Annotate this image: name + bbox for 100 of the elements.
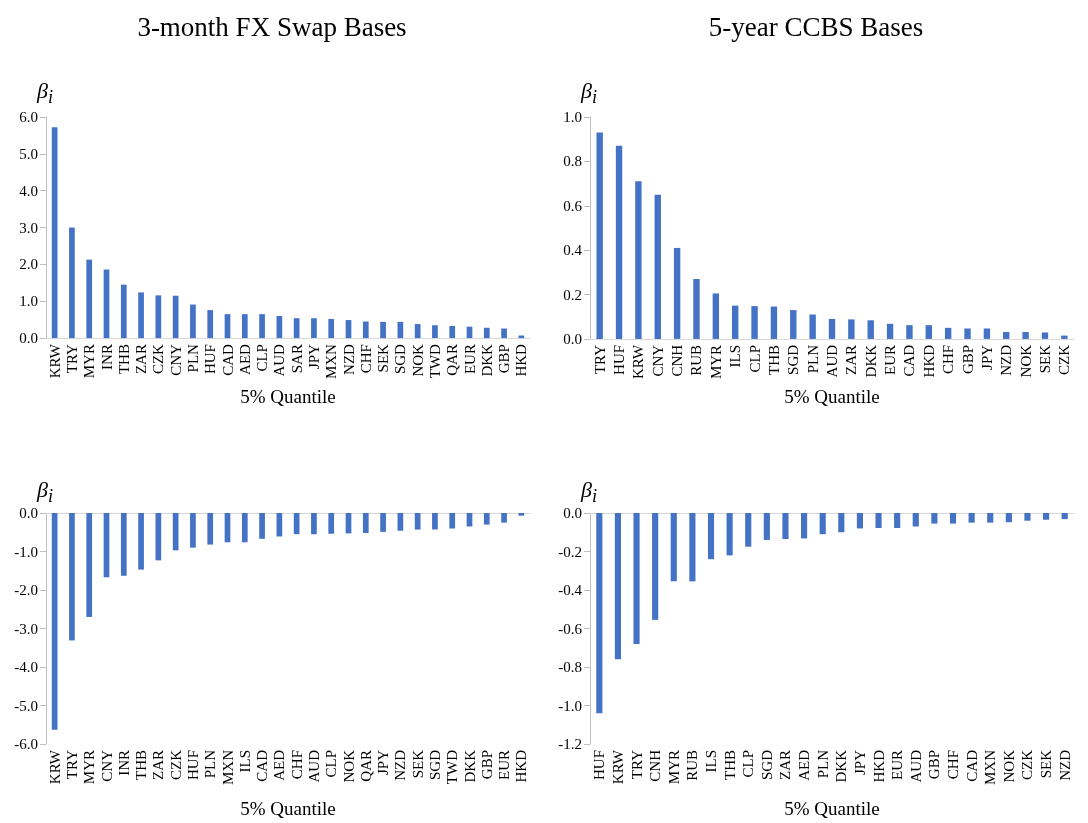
- x-tick-label: EUR: [889, 750, 906, 780]
- x-tick-label: CZK: [167, 749, 184, 780]
- x-tick-label: CLP: [740, 750, 757, 778]
- x-tick-label: SGD: [758, 749, 775, 781]
- x-tick-label: SGD: [426, 749, 443, 781]
- x-tick-label: KRW: [46, 343, 63, 379]
- x-tick-label: NOK: [1000, 749, 1017, 783]
- x-tick-label: CZK: [1019, 749, 1036, 780]
- y-tick-label: 0.8: [563, 153, 582, 170]
- x-tick-label: MYR: [707, 344, 724, 380]
- x-tick-label: GBP: [926, 750, 943, 780]
- x-tick-label: HKD: [870, 749, 887, 783]
- bar: [311, 318, 317, 339]
- bar: [712, 293, 720, 339]
- x-tick-label: CZK: [150, 343, 167, 375]
- y-tick-label: -4.0: [14, 659, 38, 675]
- bar: [596, 132, 603, 339]
- x-tick-label: TRY: [63, 343, 80, 374]
- bar: [886, 323, 894, 339]
- x-tick-label: JPY: [375, 749, 392, 776]
- x-tick-label: TWD: [444, 749, 461, 785]
- y-tick-label: 0.6: [563, 197, 583, 214]
- x-tick-label: THB: [115, 344, 132, 375]
- x-tick-label: KRW: [46, 749, 63, 785]
- y-tick-label: 1.0: [563, 109, 582, 125]
- x-tick-label: CNY: [98, 749, 115, 782]
- y-tick-label: -6.0: [14, 736, 38, 752]
- bar: [944, 327, 952, 339]
- y-axis-title: β$_{i}$: [581, 477, 598, 508]
- y-tick-label: -0.6: [558, 620, 583, 637]
- y-tick-label: 0.0: [563, 330, 582, 347]
- x-tick-label: PLN: [184, 343, 201, 373]
- bar: [501, 328, 507, 339]
- x-tick-label: DKK: [862, 344, 879, 378]
- x-tick-label: MYR: [81, 344, 98, 379]
- x-tick-label: QAR: [444, 344, 461, 376]
- x-tick-label: TRY: [628, 749, 645, 780]
- bar: [809, 314, 816, 339]
- bar: [732, 305, 739, 339]
- x-tick-label: CNY: [649, 344, 666, 377]
- x-tick-label: SAR: [288, 344, 305, 374]
- y-axis-title: β$_{i}$: [581, 78, 598, 109]
- x-tick-label: JPY: [305, 343, 322, 370]
- x-tick-label: GBP: [478, 750, 495, 780]
- x-tick-label: HUF: [202, 344, 219, 375]
- x-tick-label: CHF: [288, 750, 305, 780]
- x-tick-label: NZD: [998, 344, 1015, 376]
- y-tick-label: 6.0: [19, 109, 38, 125]
- x-tick-label: SGD: [785, 344, 802, 375]
- y-tick-label: 1.0: [19, 293, 38, 310]
- x-tick-label: AUD: [271, 343, 288, 377]
- x-axis-title: 5% Quantile: [784, 798, 880, 819]
- bar: [328, 318, 335, 339]
- x-tick-label: CLP: [254, 344, 271, 372]
- x-tick-label: HKD: [513, 749, 530, 783]
- bar: [483, 327, 490, 339]
- x-tick-label: CAD: [254, 749, 271, 782]
- x-tick-label: AUD: [907, 749, 924, 783]
- x-tick-label: TWD: [426, 343, 443, 379]
- y-tick-label: 5.0: [19, 145, 38, 162]
- x-tick-label: ZAR: [133, 344, 150, 375]
- x-tick-label: MYR: [81, 750, 98, 785]
- x-tick-label: KRW: [630, 344, 647, 380]
- x-tick-label: NOK: [409, 343, 426, 377]
- x-tick-label: AED: [271, 749, 288, 781]
- x-tick-label: AUD: [824, 344, 840, 378]
- x-tick-label: MXN: [323, 343, 340, 380]
- x-tick-label: CHF: [940, 344, 957, 375]
- x-tick-label: JPY: [978, 344, 995, 370]
- x-tick-label: CAD: [901, 344, 918, 377]
- x-tick-label: SGD: [392, 343, 409, 375]
- bar: [770, 306, 778, 339]
- y-tick-label: -0.8: [558, 659, 582, 675]
- bar: [190, 304, 196, 339]
- y-tick-label: 0.0: [19, 330, 38, 347]
- x-tick-label: PLN: [804, 344, 821, 374]
- x-tick-label: HKD: [920, 344, 937, 378]
- x-tick-label: CHF: [357, 344, 374, 374]
- y-tick-label: 4.0: [19, 182, 38, 199]
- bar: [790, 310, 797, 339]
- x-tick-label: NZD: [1056, 749, 1073, 781]
- x-tick-label: RUB: [684, 750, 701, 781]
- x-tick-label: GBP: [496, 344, 513, 374]
- bar: [86, 259, 93, 339]
- x-tick-label: QAR: [357, 750, 374, 782]
- bar: [120, 284, 127, 339]
- x-tick-label: JPY: [851, 749, 868, 776]
- x-axis-title: 5% Quantile: [240, 798, 336, 819]
- bar: [138, 292, 144, 339]
- y-axis-title: β$_{i}$: [37, 477, 54, 508]
- bar: [362, 321, 369, 339]
- x-tick-label: SEK: [1036, 344, 1053, 374]
- x-tick-label: NZD: [340, 343, 357, 375]
- x-tick-label: INR: [98, 344, 115, 370]
- y-tick-label: -0.2: [558, 543, 582, 560]
- x-tick-label: CAD: [963, 749, 980, 782]
- bar: [259, 314, 265, 339]
- x-tick-label: CNY: [167, 343, 184, 376]
- x-tick-label: SEK: [375, 343, 392, 373]
- y-tick-label: -5.0: [14, 697, 38, 714]
